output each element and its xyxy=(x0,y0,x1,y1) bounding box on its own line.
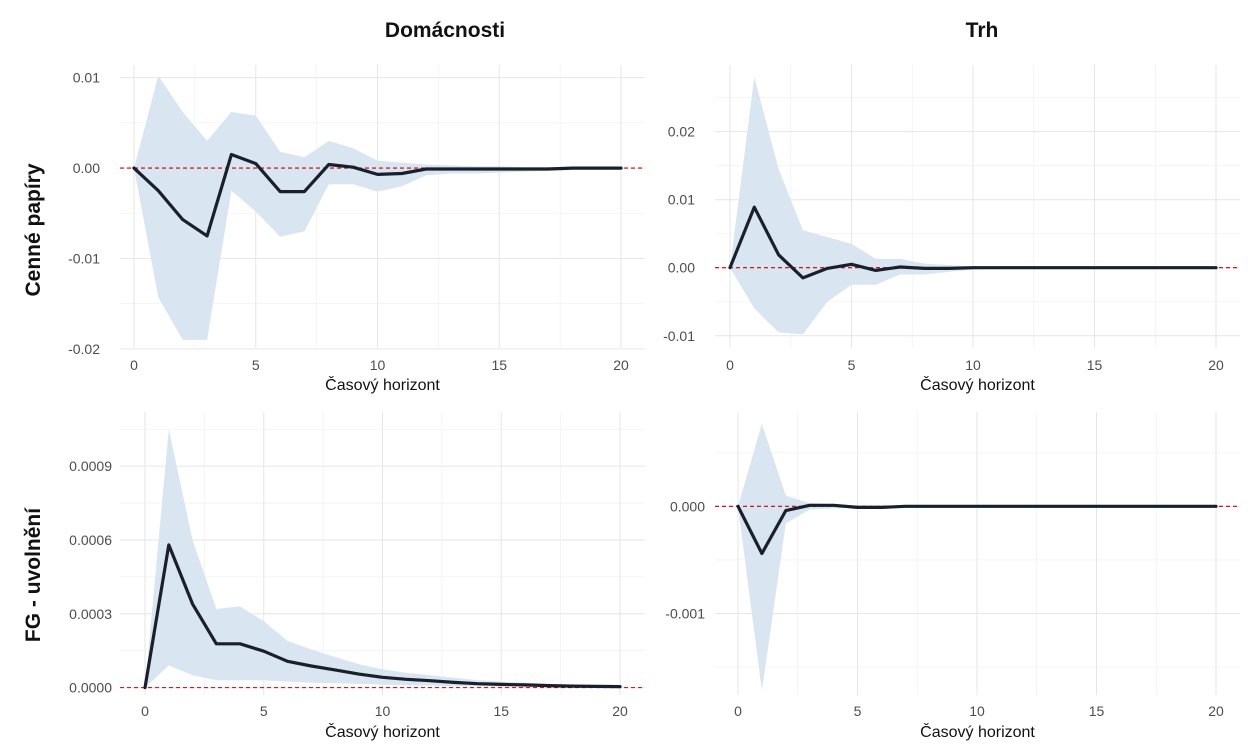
y-tick-label: 0.0009 xyxy=(69,458,112,474)
x-axis-label: Časový horizont xyxy=(920,375,1035,394)
x-tick-label: 0 xyxy=(734,703,742,719)
panel-cenne-papiry-domacnosti: -0.02 -0.01 0.00 0.01 0 5 10 15 20 Časový horizon… xyxy=(68,65,645,394)
x-tick-label: 15 xyxy=(493,703,509,719)
y-tick-label: -0.02 xyxy=(68,341,100,357)
x-tick-label: 10 xyxy=(370,357,386,373)
y-tick-label: 0.000 xyxy=(670,498,705,514)
x-tick-label: 10 xyxy=(375,703,391,719)
x-tick-label: 10 xyxy=(969,703,985,719)
impulse-response-line xyxy=(132,152,623,238)
x-tick-label: 10 xyxy=(965,357,981,373)
y-tick-label: -0.001 xyxy=(665,606,705,622)
x-axis-label: Časový horizont xyxy=(920,722,1035,741)
x-tick-label: 5 xyxy=(848,357,856,373)
x-axis-label: Časový horizont xyxy=(325,375,440,394)
x-tick-label: 0 xyxy=(726,357,734,373)
x-tick-label: 0 xyxy=(130,357,138,373)
y-tick-label: 0.01 xyxy=(73,70,100,86)
impulse-response-line xyxy=(736,503,1218,556)
gridlines xyxy=(715,412,1240,695)
x-tick-label: 15 xyxy=(491,357,507,373)
row-title-fg-uvolneni: FG - uvolnění xyxy=(22,507,45,642)
x-tick-label: 0 xyxy=(141,703,149,719)
confidence-band xyxy=(730,77,1216,335)
confidence-band xyxy=(145,429,620,688)
y-tick-label: 0.00 xyxy=(73,160,100,176)
x-tick-label: 20 xyxy=(1208,703,1224,719)
y-tick-label: 0.02 xyxy=(668,124,695,140)
y-tick-label: 0.0003 xyxy=(69,606,112,622)
y-tick-label: 0.00 xyxy=(668,260,695,276)
impulse-response-line xyxy=(143,543,622,690)
panel-cenne-papiry-trh: -0.01 0.00 0.01 0.02 0 5 10 15 20 Časový horizont xyxy=(663,65,1240,394)
gridlines xyxy=(120,412,645,695)
x-tick-label: 15 xyxy=(1089,703,1105,719)
x-tick-label: 5 xyxy=(260,703,268,719)
impulse-response-line xyxy=(728,205,1218,280)
x-tick-label: 15 xyxy=(1087,357,1103,373)
x-tick-label: 20 xyxy=(1208,357,1224,373)
x-tick-label: 20 xyxy=(613,357,629,373)
x-tick-label: 5 xyxy=(252,357,260,373)
y-tick-label: -0.01 xyxy=(663,328,695,344)
column-title-trh: Trh xyxy=(966,19,999,42)
x-tick-label: 5 xyxy=(854,703,862,719)
y-tick-label: 0.0000 xyxy=(69,680,112,696)
y-tick-label: 0.01 xyxy=(668,192,695,208)
gridlines xyxy=(715,65,1240,348)
column-title-domacnosti: Domácnosti xyxy=(385,19,505,42)
confidence-band xyxy=(134,75,621,340)
panel-fg-uvolneni-domacnosti: 0.0000 0.0003 0.0006 0.0009 0 5 10 15 20 Časový h… xyxy=(69,412,645,741)
x-axis-label: Časový horizont xyxy=(325,722,440,741)
y-tick-label: -0.01 xyxy=(68,250,100,266)
x-tick-label: 20 xyxy=(612,703,628,719)
row-title-cenne-papiry: Cenné papíry xyxy=(22,163,45,296)
panel-fg-uvolneni-trh: -0.001 0.000 0 5 10 15 20 Časový horizont xyxy=(665,412,1240,741)
y-tick-label: 0.0006 xyxy=(69,532,112,548)
